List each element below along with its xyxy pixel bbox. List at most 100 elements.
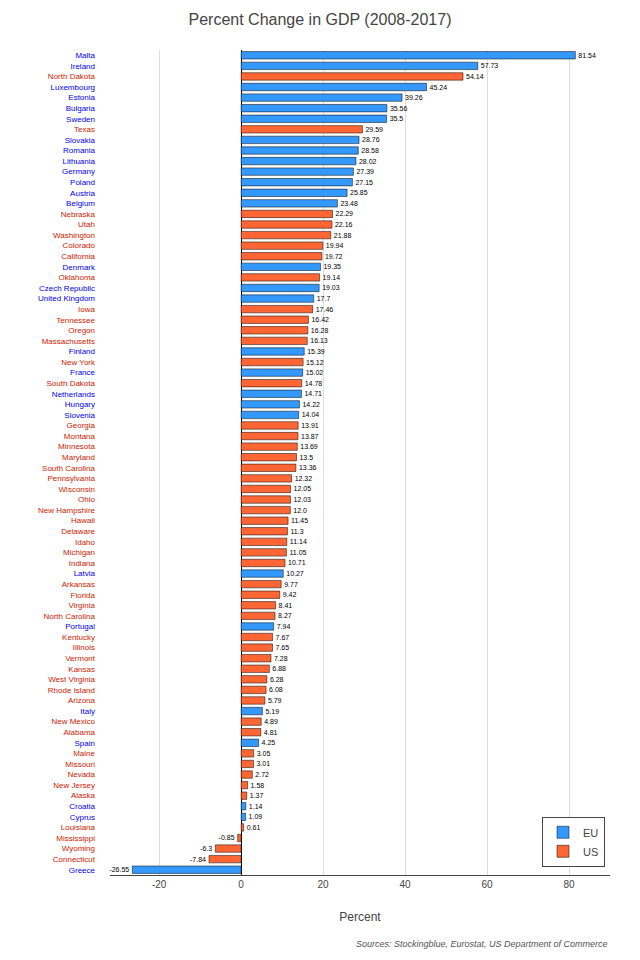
svg-text:Denmark: Denmark	[63, 263, 96, 272]
svg-text:Bulgaria: Bulgaria	[66, 104, 96, 113]
svg-text:Washington: Washington	[53, 231, 95, 240]
svg-text:Estonia: Estonia	[68, 93, 95, 102]
svg-text:Germany: Germany	[62, 167, 95, 176]
svg-text:14.71: 14.71	[304, 390, 322, 397]
svg-text:14.04: 14.04	[302, 411, 320, 418]
svg-text:Luxembourg: Luxembourg	[51, 83, 95, 92]
svg-text:Louisiana: Louisiana	[61, 823, 96, 832]
svg-text:25.85: 25.85	[350, 189, 368, 196]
svg-text:Maryland: Maryland	[62, 453, 95, 462]
svg-text:80: 80	[563, 879, 575, 890]
svg-text:20: 20	[318, 879, 330, 890]
svg-text:Vermont: Vermont	[65, 654, 96, 663]
svg-text:Utah: Utah	[78, 220, 95, 229]
svg-text:10.71: 10.71	[288, 559, 306, 566]
svg-text:United Kingdom: United Kingdom	[38, 294, 95, 303]
svg-text:29.59: 29.59	[365, 126, 383, 133]
svg-text:9.42: 9.42	[283, 591, 297, 598]
svg-text:New Mexico: New Mexico	[51, 717, 95, 726]
svg-text:1.14: 1.14	[249, 803, 263, 810]
svg-text:Kentucky: Kentucky	[62, 633, 95, 642]
svg-text:Indiana: Indiana	[69, 559, 96, 568]
svg-text:1.58: 1.58	[251, 782, 265, 789]
svg-text:Virginia: Virginia	[68, 601, 95, 610]
svg-text:Michigan: Michigan	[63, 548, 95, 557]
svg-text:Ohio: Ohio	[78, 495, 95, 504]
svg-text:19.35: 19.35	[323, 263, 341, 270]
svg-text:23.48: 23.48	[340, 200, 358, 207]
svg-text:7.28: 7.28	[274, 655, 288, 662]
svg-text:Iowa: Iowa	[78, 305, 95, 314]
svg-text:Wyoming: Wyoming	[62, 844, 95, 853]
svg-text:21.88: 21.88	[334, 232, 352, 239]
svg-text:13.69: 13.69	[300, 443, 318, 450]
svg-text:1.09: 1.09	[249, 813, 263, 820]
svg-text:54.14: 54.14	[466, 73, 484, 80]
svg-text:Finland: Finland	[69, 347, 95, 356]
svg-text:12.32: 12.32	[295, 475, 313, 482]
svg-text:Texas: Texas	[74, 125, 95, 134]
svg-text:9.77: 9.77	[284, 581, 298, 588]
svg-text:0: 0	[238, 879, 244, 890]
svg-text:8.41: 8.41	[279, 602, 293, 609]
svg-text:13.5: 13.5	[299, 454, 313, 461]
svg-text:12.0: 12.0	[293, 507, 307, 514]
svg-text:Sweden: Sweden	[66, 115, 95, 124]
svg-text:Alaska: Alaska	[71, 791, 96, 800]
svg-text:Hawaii: Hawaii	[71, 516, 95, 525]
svg-text:Croatia: Croatia	[69, 802, 95, 811]
svg-text:California: California	[61, 252, 95, 261]
svg-text:19.72: 19.72	[325, 253, 343, 260]
svg-text:Montana: Montana	[64, 432, 96, 441]
svg-text:US: US	[583, 846, 598, 858]
svg-text:Greece: Greece	[69, 866, 96, 875]
svg-text:Portugal: Portugal	[65, 622, 95, 631]
svg-text:Slovakia: Slovakia	[65, 136, 96, 145]
svg-text:3.01: 3.01	[256, 760, 270, 767]
svg-text:Kansas: Kansas	[68, 665, 95, 674]
svg-text:Rhode Island: Rhode Island	[48, 686, 95, 695]
svg-text:4.81: 4.81	[264, 729, 278, 736]
svg-text:North Dakota: North Dakota	[48, 72, 96, 81]
svg-text:35.5: 35.5	[390, 115, 404, 122]
svg-text:19.14: 19.14	[323, 274, 341, 281]
svg-text:Missouri: Missouri	[65, 760, 95, 769]
svg-text:-0.85: -0.85	[219, 834, 235, 841]
svg-text:10.27: 10.27	[286, 570, 304, 577]
svg-text:Percent Change in GDP (2008-20: Percent Change in GDP (2008-2017)	[189, 11, 452, 28]
svg-text:15.39: 15.39	[307, 348, 325, 355]
svg-text:16.28: 16.28	[311, 327, 329, 334]
svg-text:Mississippi: Mississippi	[56, 834, 95, 843]
svg-text:8.27: 8.27	[278, 612, 292, 619]
svg-text:28.76: 28.76	[362, 136, 380, 143]
svg-text:15.02: 15.02	[306, 369, 324, 376]
svg-text:17.7: 17.7	[317, 295, 331, 302]
svg-text:-7.84: -7.84	[190, 856, 206, 863]
svg-text:-6.3: -6.3	[200, 845, 212, 852]
svg-text:Delaware: Delaware	[61, 527, 95, 536]
svg-text:1.37: 1.37	[250, 792, 264, 799]
svg-text:19.94: 19.94	[326, 242, 344, 249]
svg-text:Malta: Malta	[75, 51, 95, 60]
svg-text:35.56: 35.56	[390, 105, 408, 112]
svg-text:Tennessee: Tennessee	[56, 316, 95, 325]
svg-text:Idaho: Idaho	[75, 538, 96, 547]
svg-text:-20: -20	[152, 879, 167, 890]
svg-text:5.19: 5.19	[265, 708, 279, 715]
svg-text:New York: New York	[61, 358, 96, 367]
svg-text:Arkansas: Arkansas	[62, 580, 95, 589]
svg-text:Romania: Romania	[63, 146, 96, 155]
svg-text:45.24: 45.24	[430, 84, 448, 91]
svg-text:North Carolina: North Carolina	[43, 612, 95, 621]
svg-text:Latvia: Latvia	[74, 569, 96, 578]
svg-text:4.25: 4.25	[262, 739, 276, 746]
svg-text:Slovenia: Slovenia	[64, 411, 95, 420]
svg-text:11.14: 11.14	[290, 538, 307, 545]
svg-text:Illinois: Illinois	[73, 643, 95, 652]
svg-text:28.58: 28.58	[361, 147, 379, 154]
svg-text:12.03: 12.03	[293, 496, 311, 503]
svg-text:Czech Republic: Czech Republic	[39, 284, 95, 293]
svg-text:Oregon: Oregon	[68, 326, 95, 335]
svg-text:Belgium: Belgium	[66, 199, 95, 208]
svg-text:Maine: Maine	[73, 749, 95, 758]
